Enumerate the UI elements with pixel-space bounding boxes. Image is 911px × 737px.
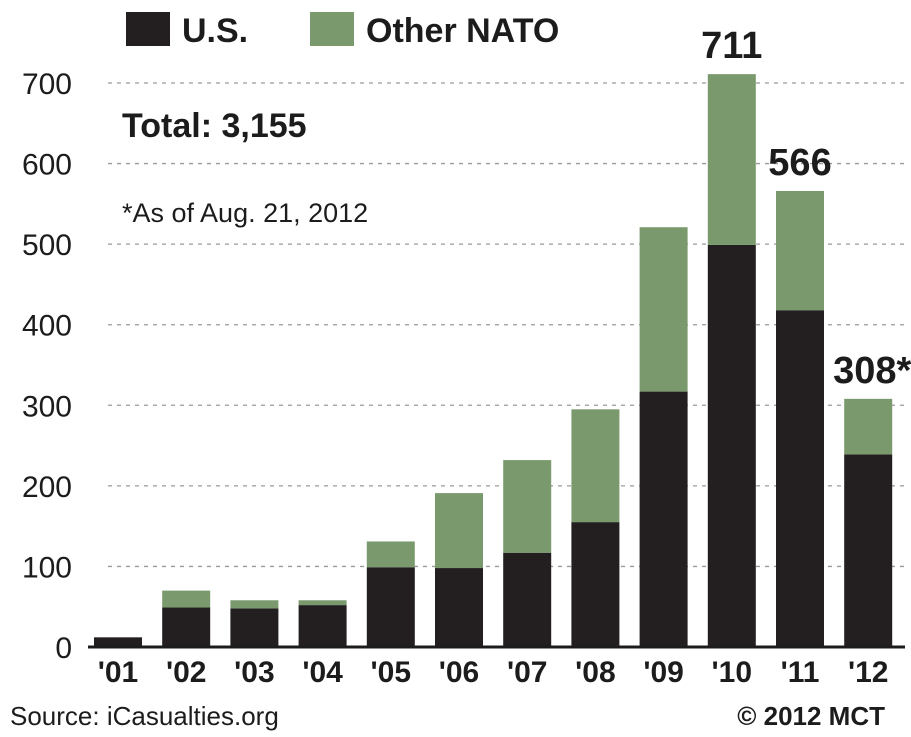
x-tick-label: '06 xyxy=(439,656,480,689)
y-axis-ticks: 0 100 200 300 400 500 600 700 xyxy=(22,68,72,665)
x-tick-label: '12 xyxy=(848,656,889,689)
x-tick-label: '07 xyxy=(507,656,548,689)
y-tick-label: 600 xyxy=(22,149,72,182)
y-tick-label: 100 xyxy=(22,551,72,584)
bar-segment-other-nato xyxy=(571,409,619,522)
copyright-text: © 2012 MCT xyxy=(737,701,885,731)
bar-segment-us xyxy=(162,608,210,647)
y-tick-label: 200 xyxy=(22,471,72,504)
y-tick-label: 0 xyxy=(55,632,72,665)
bar-segment-us xyxy=(708,245,756,647)
bar-segment-other-nato xyxy=(776,191,824,310)
bar-segment-us xyxy=(776,310,824,647)
y-tick-label: 500 xyxy=(22,229,72,262)
bar-segment-us xyxy=(367,567,415,647)
bar-segment-other-nato xyxy=(708,74,756,245)
bar-segment-other-nato xyxy=(503,460,551,553)
x-tick-label: '02 xyxy=(166,656,207,689)
bar-segment-us xyxy=(299,605,347,647)
legend-label-other-nato: Other NATO xyxy=(366,12,559,50)
bar-segment-us xyxy=(571,522,619,647)
bar-total-label: 711 xyxy=(701,25,762,67)
x-tick-label: '04 xyxy=(302,656,343,689)
x-tick-label: '03 xyxy=(234,656,275,689)
bar-segment-other-nato xyxy=(844,399,892,455)
y-tick-label: 700 xyxy=(22,68,72,101)
bar-segment-other-nato xyxy=(367,541,415,567)
x-tick-label: '11 xyxy=(781,656,820,689)
bar-segment-us xyxy=(844,454,892,647)
legend-swatch-us xyxy=(126,12,170,46)
legend-swatch-other-nato xyxy=(310,12,354,46)
bar-segment-us xyxy=(503,553,551,647)
x-tick-label: '01 xyxy=(98,656,139,689)
bar-segment-other-nato xyxy=(162,591,210,608)
footnote: *As of Aug. 21, 2012 xyxy=(122,198,368,228)
bar-segment-other-nato xyxy=(299,600,347,605)
y-tick-label: 400 xyxy=(22,310,72,343)
bar-segment-other-nato xyxy=(435,493,483,568)
x-tick-label: '10 xyxy=(712,656,753,689)
x-tick-label: '08 xyxy=(575,656,616,689)
bar-segment-other-nato xyxy=(230,600,278,608)
total-label: Total: 3,155 xyxy=(122,107,307,145)
x-axis-ticks: '01 '02 '03 '04 '05 '06 '07 '08 '09 '10 '11 '12 xyxy=(98,656,889,689)
bar-segment-other-nato xyxy=(640,227,688,391)
x-tick-label: '05 xyxy=(371,656,412,689)
bar-segment-us xyxy=(435,568,483,647)
legend-label-us: U.S. xyxy=(182,12,248,50)
x-tick-label: '09 xyxy=(643,656,684,689)
bar-total-label: 566 xyxy=(768,142,831,184)
bar-total-label: 308* xyxy=(833,350,911,392)
legend: U.S. Other NATO xyxy=(126,12,559,50)
source-text: Source: iCasualties.org xyxy=(10,701,279,731)
bar-segment-us xyxy=(640,392,688,647)
bar-segment-us xyxy=(230,608,278,647)
y-tick-label: 300 xyxy=(22,390,72,423)
